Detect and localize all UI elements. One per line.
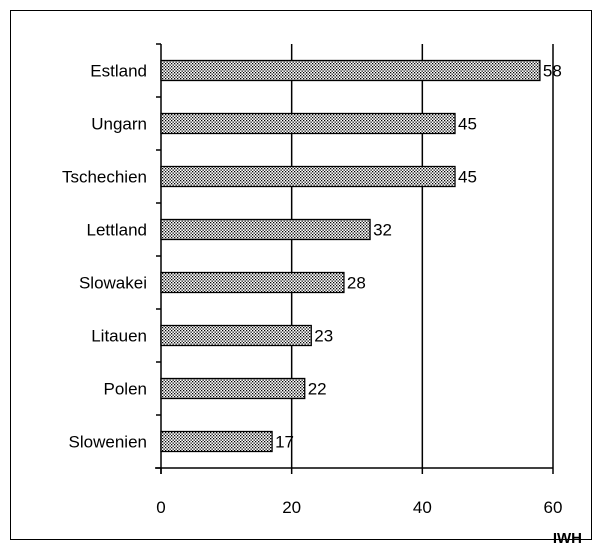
bar [160,112,456,135]
category-label: Lettland [87,221,148,240]
category-label: Estland [90,62,147,81]
value-label: 32 [373,221,392,240]
gridlines [290,44,554,468]
value-label: 58 [543,62,562,81]
category-label: Litauen [91,327,147,346]
bar [160,271,345,294]
bar [160,165,456,188]
value-label: 45 [458,115,477,134]
bar [160,324,312,347]
category-labels: Estland Ungarn Tschechien Lettland Slowakei L… [62,62,147,452]
category-label: Slowakei [79,274,147,293]
chart-frame [10,10,592,540]
value-label: 45 [458,168,477,187]
value-label: 17 [275,433,294,452]
category-label: Tschechien [62,168,147,187]
x-tick-labels: 0 20 40 60 [156,498,562,517]
category-label: Ungarn [91,115,147,134]
value-label: 23 [314,327,333,346]
category-label: Polen [104,380,147,399]
x-tick-label: 20 [282,498,301,517]
x-tick-label: 40 [413,498,432,517]
x-tick-label: 0 [156,498,165,517]
bar [160,218,371,241]
bar [160,377,306,400]
value-labels: 58 45 45 32 28 23 22 17 [275,62,562,452]
value-label: 22 [308,380,327,399]
x-tick-label: 60 [544,498,563,517]
value-label: 28 [347,274,366,293]
source-label: IWH [553,530,582,547]
category-label: Slowenien [69,433,147,452]
bars [160,59,541,453]
bar [160,59,541,82]
bar [160,430,273,453]
axes [155,43,554,474]
